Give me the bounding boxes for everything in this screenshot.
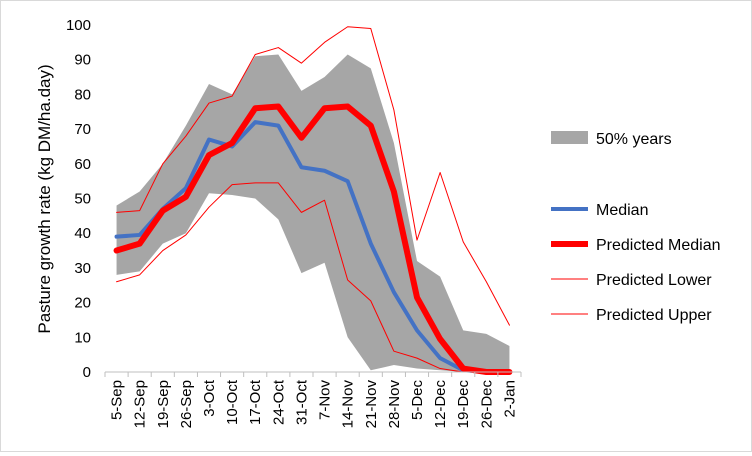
x-tick-label: 19-Dec [455,380,472,429]
y-tick-label: 80 [74,86,91,103]
series-layer [113,26,513,375]
x-tick-label: 31-Oct [293,379,310,425]
x-tick-label: 10-Oct [224,379,241,425]
y-tick-label: 40 [74,225,91,242]
x-tick-label: 21-Nov [363,380,380,429]
x-tick-label: 17-Oct [247,379,264,425]
band-50-percent-years [116,54,510,373]
y-tick-label: 90 [74,52,91,69]
legend-label-predicted-median: Predicted Median [596,237,721,254]
y-tick-label: 50 [74,191,91,208]
series-line-predicted-upper [116,26,510,326]
y-tick-label: 20 [74,295,91,312]
x-tick-label: 28-Nov [386,380,403,429]
y-tick-label: 0 [83,364,91,381]
y-axis-title: Pasture growth rate (kg DM/ha.day) [35,64,54,333]
x-tick-label: 12-Dec [432,380,449,429]
axis-layer: 0 10 20 30 40 50 60 70 80 90 100 5-Sep 12-Sep 19-Sep 2… [66,17,522,429]
series-line-predicted-lower [116,182,510,373]
x-tick-label: 24-Oct [270,379,287,425]
y-tick-label: 10 [74,329,91,346]
y-tick-label: 60 [74,156,91,173]
x-tick-label: 2-Jan [501,380,518,418]
y-tick-label: 30 [74,260,91,277]
x-tick-label: 12-Sep [132,380,149,428]
legend-label-median: Median [596,202,648,219]
legend-swatch-50-percent-years [551,131,588,144]
band-layer [116,54,510,373]
x-tick-label: 5-Dec [409,380,426,421]
x-tick-label: 3-Oct [201,379,218,417]
x-tick-label: 26-Dec [478,380,495,429]
x-tick-label: 14-Nov [340,380,357,429]
legend-label-predicted-upper: Predicted Upper [596,307,712,324]
x-tick-label: 26-Sep [178,380,195,428]
legend-label-50-percent-years: 50% years [596,131,672,148]
legend: 50% years Median Predicted Median Predicted… [551,131,721,324]
x-tick-label: 19-Sep [155,380,172,428]
x-tick-label: 7-Nov [317,380,334,421]
y-tick-label: 100 [66,17,91,34]
y-tick-label: 70 [74,121,91,138]
x-tick-label: 5-Sep [109,380,126,420]
series-line-predicted-median [113,103,513,375]
series-line-median [114,120,512,374]
legend-label-predicted-lower: Predicted Lower [596,272,712,289]
